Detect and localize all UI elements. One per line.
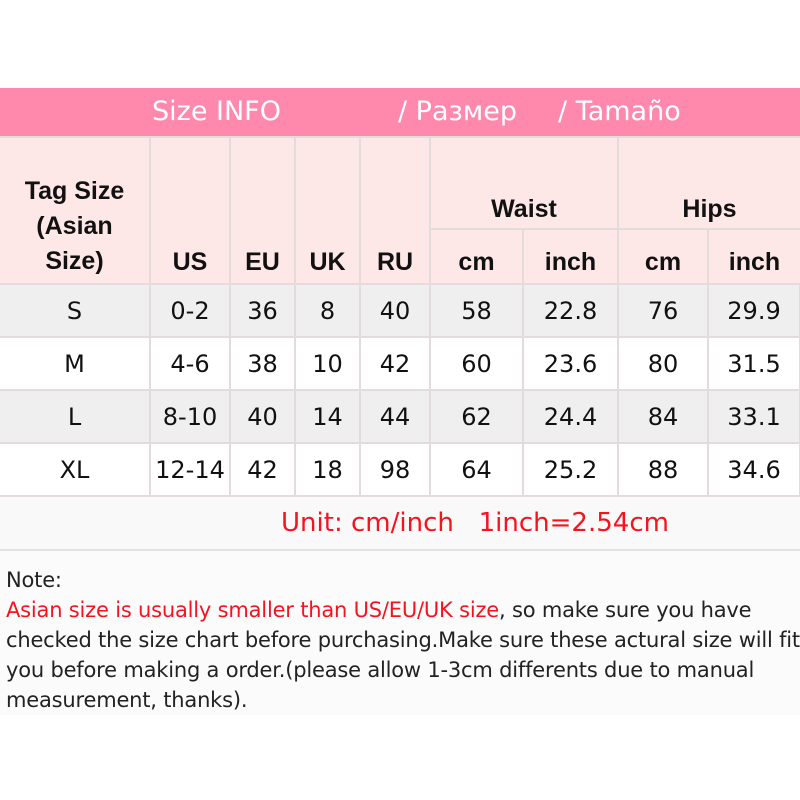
cell-tag: M — [0, 336, 151, 391]
cell-tag: S — [0, 283, 151, 338]
table-row: S 0-2 36 8 40 58 22.8 76 29.9 — [0, 283, 800, 338]
table-row: L 8-10 40 14 44 62 24.4 84 33.1 — [0, 389, 800, 444]
header-waist-inch: inch — [522, 228, 619, 285]
header-tag-size: Tag Size (Asian Size) — [0, 136, 151, 285]
header-hips-inch: inch — [707, 228, 800, 285]
cell-waist-inch: 24.4 — [522, 389, 619, 444]
cell-us: 8-10 — [149, 389, 231, 444]
banner-title: Size INFO — [152, 96, 281, 127]
cell-eu: 40 — [229, 389, 296, 444]
cell-hips-cm: 80 — [617, 336, 709, 391]
header-us: US — [149, 136, 231, 285]
note-warning: Asian size is usually smaller than US/EU… — [6, 598, 500, 622]
header-waist-cm: cm — [429, 228, 524, 285]
cell-hips-inch: 29.9 — [707, 283, 800, 338]
cell-uk: 18 — [294, 442, 361, 497]
cell-ru: 44 — [359, 389, 431, 444]
cell-tag: XL — [0, 442, 151, 497]
cell-hips-inch: 34.6 — [707, 442, 800, 497]
cell-uk: 14 — [294, 389, 361, 444]
tag-size-line: Size) — [45, 247, 104, 275]
tag-size-line: (Asian — [36, 212, 113, 240]
note-text: , so make sure you have checked the size… — [6, 598, 800, 712]
cell-us: 4-6 — [149, 336, 231, 391]
cell-us: 12-14 — [149, 442, 231, 497]
cell-eu: 38 — [229, 336, 296, 391]
cell-eu: 36 — [229, 283, 296, 338]
header-eu: EU — [229, 136, 296, 285]
cell-uk: 8 — [294, 283, 361, 338]
cell-hips-cm: 76 — [617, 283, 709, 338]
header-uk: UK — [294, 136, 361, 285]
cell-ru: 40 — [359, 283, 431, 338]
banner-title-es: / Tamaño — [558, 96, 681, 127]
cell-hips-inch: 31.5 — [707, 336, 800, 391]
cell-us: 0-2 — [149, 283, 231, 338]
cell-hips-cm: 88 — [617, 442, 709, 497]
cell-waist-inch: 23.6 — [522, 336, 619, 391]
note-body: Asian size is usually smaller than US/EU… — [6, 595, 800, 715]
cell-tag: L — [0, 389, 151, 444]
table-row: M 4-6 38 10 42 60 23.6 80 31.5 — [0, 336, 800, 391]
header-hips-cm: cm — [617, 228, 709, 285]
header-hips: Hips — [617, 136, 800, 230]
note-label: Note: — [6, 568, 62, 592]
size-table: Tag Size (Asian Size) US EU UK RU Waist … — [0, 136, 800, 497]
cell-hips-cm: 84 — [617, 389, 709, 444]
cell-waist-inch: 25.2 — [522, 442, 619, 497]
cell-ru: 98 — [359, 442, 431, 497]
note-section: Note: Asian size is usually smaller than… — [0, 551, 800, 715]
unit-text: Unit: cm/inch 1inch=2.54cm — [281, 508, 669, 538]
unit-row: Unit: cm/inch 1inch=2.54cm — [0, 497, 800, 551]
size-info-banner: Size INFO / Размер / Tamaño — [0, 88, 800, 136]
cell-hips-inch: 33.1 — [707, 389, 800, 444]
cell-ru: 42 — [359, 336, 431, 391]
cell-waist-cm: 58 — [429, 283, 524, 338]
header-ru: RU — [359, 136, 431, 285]
cell-waist-cm: 64 — [429, 442, 524, 497]
table-row: XL 12-14 42 18 98 64 25.2 88 34.6 — [0, 442, 800, 497]
cell-waist-cm: 62 — [429, 389, 524, 444]
cell-uk: 10 — [294, 336, 361, 391]
banner-title-ru: / Размер — [398, 96, 517, 127]
tag-size-line: Tag Size — [24, 177, 125, 205]
cell-eu: 42 — [229, 442, 296, 497]
cell-waist-inch: 22.8 — [522, 283, 619, 338]
cell-waist-cm: 60 — [429, 336, 524, 391]
header-waist: Waist — [429, 136, 619, 230]
